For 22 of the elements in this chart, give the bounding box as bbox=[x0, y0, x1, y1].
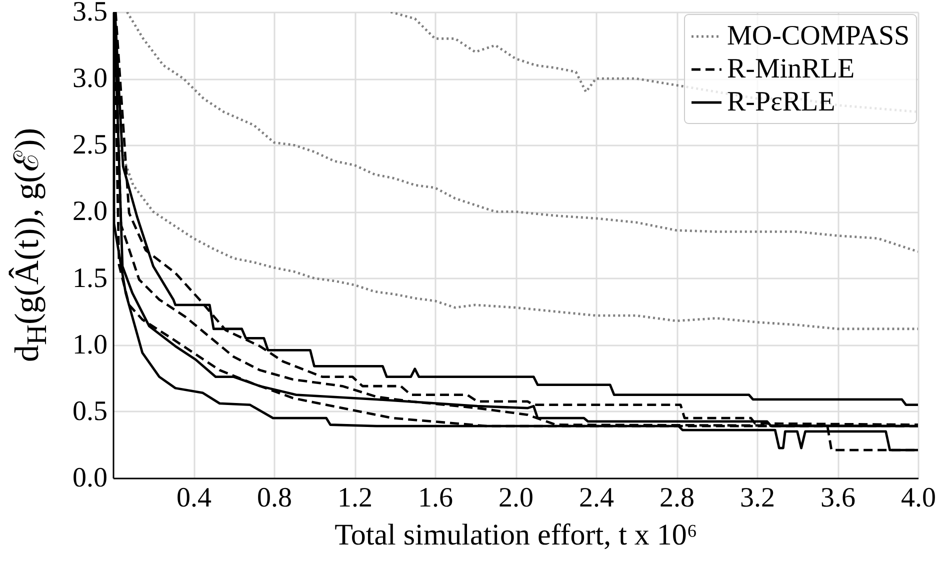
y-tick-label: 2.0 bbox=[72, 196, 108, 228]
legend-label: R-MinRLE bbox=[727, 54, 855, 84]
y-tick-label: 2.5 bbox=[72, 130, 108, 161]
x-tick-label: 3.2 bbox=[740, 482, 775, 514]
x-tick-label: 3.6 bbox=[820, 482, 856, 514]
y-tick-label: 0.0 bbox=[72, 462, 108, 494]
x-tick-label: 0.8 bbox=[257, 482, 292, 514]
x-tick-label: 1.2 bbox=[338, 482, 372, 514]
legend-label: R-PεRLE bbox=[727, 86, 836, 118]
y-tick-label: 3.5 bbox=[72, 0, 108, 28]
x-tick-label: 2.8 bbox=[660, 482, 694, 514]
x-axis-title: Total simulation effort, t x 10⁶ bbox=[334, 518, 698, 552]
x-tick-label: 1.6 bbox=[418, 482, 453, 514]
y-tick-label: 1.0 bbox=[72, 329, 108, 360]
x-tick-label: 0.4 bbox=[176, 482, 212, 514]
y-tick-label: 1.5 bbox=[72, 262, 108, 294]
x-tick-label: 2.4 bbox=[579, 482, 614, 514]
x-tick-label: 2.0 bbox=[498, 482, 534, 514]
x-tick-label: 4.0 bbox=[901, 482, 936, 514]
y-tick-label: 3.0 bbox=[72, 63, 108, 94]
legend-label: MO-COMPASS bbox=[727, 20, 910, 52]
y-tick-label: 0.5 bbox=[72, 396, 108, 427]
